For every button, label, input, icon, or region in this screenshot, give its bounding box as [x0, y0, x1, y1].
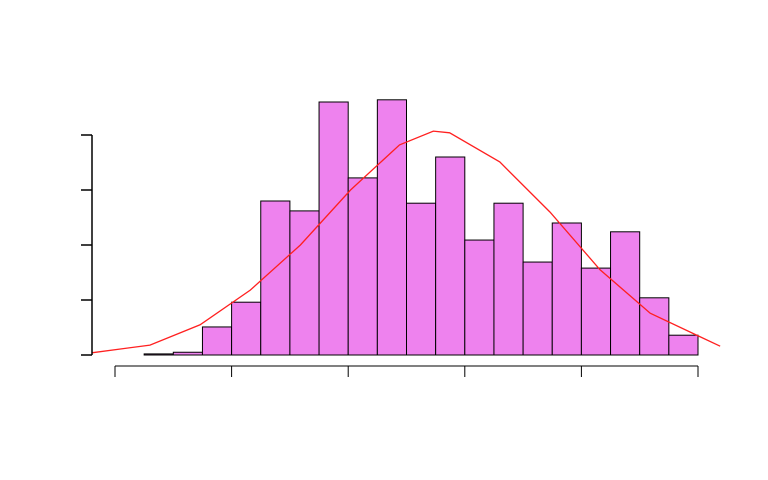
- bar: [580, 267, 612, 356]
- bar: [289, 210, 320, 356]
- density-curve: [91, 130, 721, 354]
- bar: [347, 177, 378, 356]
- bar: [376, 99, 408, 356]
- bar: [406, 202, 437, 356]
- bar: [435, 156, 466, 356]
- bar: [231, 301, 262, 356]
- bar: [551, 222, 582, 356]
- bar: [668, 334, 699, 356]
- bar: [464, 239, 495, 356]
- bar: [610, 231, 641, 356]
- bar: [522, 261, 553, 356]
- bar: [318, 101, 349, 356]
- bar: [639, 297, 670, 356]
- bar: [201, 326, 233, 356]
- bar: [260, 200, 291, 356]
- bar: [493, 202, 524, 356]
- bar: [172, 351, 203, 356]
- bar: [143, 353, 174, 356]
